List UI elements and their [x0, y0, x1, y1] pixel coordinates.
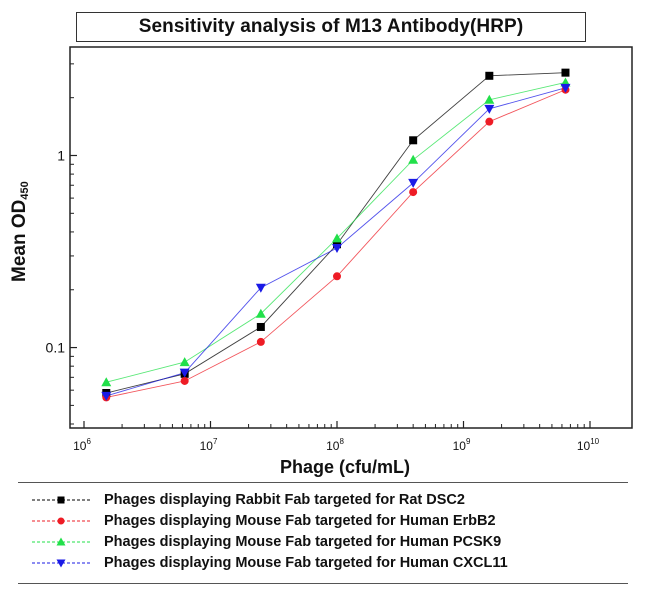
x-tick-label: 1010 — [577, 437, 600, 453]
plot-area-frame — [69, 46, 633, 429]
series-4-point — [255, 283, 266, 293]
axis-ticks: 106 107 108 109 1010 0.1 1 — [46, 63, 600, 453]
legend-swatch-marker — [57, 517, 65, 525]
x-tick-label: 107 — [200, 437, 218, 453]
legend-label: Phages displaying Mouse Fab targeted for… — [104, 513, 496, 529]
y-tick-label: 1 — [57, 147, 65, 163]
chart-title: Sensitivity analysis of M13 Antibody(HRP… — [76, 12, 586, 42]
series-4-point — [332, 243, 342, 253]
legend-entry: Phages displaying Mouse Fab targeted for… — [30, 553, 508, 573]
legend-bottom-rule — [18, 583, 628, 584]
series-3-point — [332, 233, 342, 243]
x-axis-label: Phage (cfu/mL) — [279, 457, 410, 477]
legend-swatch — [32, 537, 90, 546]
series-4-point — [484, 104, 495, 114]
legend-label: Phages displaying Mouse Fab targeted for… — [104, 534, 502, 550]
legend-entry: Phages displaying Mouse Fab targeted for… — [30, 532, 501, 552]
series-line-1 — [106, 72, 566, 394]
series-2-point — [409, 188, 418, 197]
legend-entry: Phages displaying Mouse Fab targeted for… — [30, 511, 496, 531]
series-4-point — [179, 368, 190, 378]
y-tick-label: 0.1 — [46, 340, 66, 356]
series-2-point — [333, 272, 341, 281]
y-axis-label-main: Mean OD — [9, 199, 30, 282]
series-2-point — [180, 376, 189, 385]
series-3-point — [484, 94, 495, 104]
x-tick-label: 108 — [326, 437, 344, 453]
legend-label: Phages displaying Mouse Fab targeted for… — [104, 555, 508, 571]
series-3-point — [179, 357, 190, 367]
series-2-point — [485, 117, 494, 126]
series-4-point — [560, 83, 571, 93]
legend-label: Phages displaying Rabbit Fab targeted fo… — [104, 492, 465, 508]
legend-swatch-marker — [57, 496, 65, 504]
y-axis-label-subscript: 450 — [19, 181, 31, 200]
series-3-point — [101, 377, 112, 387]
legend-top-rule — [18, 482, 628, 483]
y-axis-label: Mean OD450 — [9, 181, 33, 282]
series-1-point — [256, 322, 265, 331]
series-markers — [101, 68, 571, 402]
legend-swatch-marker — [56, 559, 66, 568]
x-tick-label: 106 — [73, 437, 91, 453]
series-2-point — [256, 337, 265, 346]
x-tick-label: 109 — [453, 437, 471, 453]
series-1-point — [561, 68, 570, 77]
series-3-point — [408, 154, 419, 164]
series-1-point — [409, 136, 418, 145]
series-1-point — [485, 71, 494, 80]
legend-swatch — [32, 517, 90, 525]
series-4-point — [101, 391, 112, 401]
legend-entry: Phages displaying Rabbit Fab targeted fo… — [30, 490, 465, 510]
legend-swatch — [32, 559, 90, 568]
series-4-point — [408, 178, 419, 188]
legend: Phages displaying Rabbit Fab targeted fo… — [0, 482, 650, 592]
series-3-point — [255, 308, 266, 318]
series-lines — [106, 72, 566, 398]
legend-swatch — [32, 496, 90, 504]
legend-swatch-marker — [56, 537, 66, 546]
series-line-3 — [106, 82, 566, 383]
